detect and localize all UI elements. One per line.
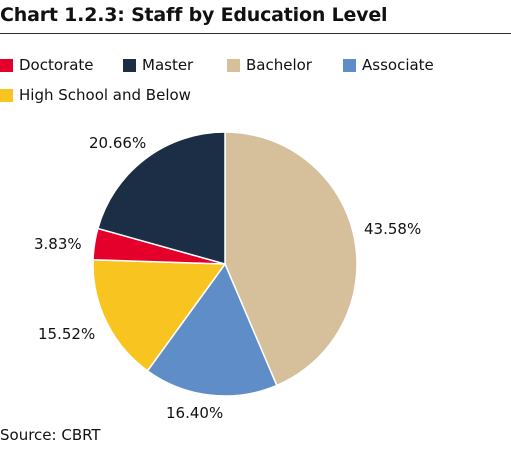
pie-slices [92,131,358,397]
slice-label-associate: 16.40% [166,404,223,422]
legend-label-high-school: High School and Below [19,86,191,104]
legend-label-associate: Associate [362,56,434,74]
legend-label-doctorate: Doctorate [19,56,94,74]
legend-swatch-high-school [0,88,13,102]
legend-swatch-bachelor [227,58,240,72]
legend-swatch-doctorate [0,58,13,72]
title-divider [0,33,511,34]
pie-slice-associate [146,262,278,397]
legend-item-bachelor: Bachelor [227,55,312,75]
legend-item-high-school: High School and Below [0,85,191,105]
pie-slice-master [96,131,226,265]
source-note: Source: CBRT [0,426,101,444]
chart-title: Chart 1.2.3: Staff by Education Level [0,4,388,26]
pie-slice-high-school-and-below [92,259,227,372]
legend-label-master: Master [142,56,194,74]
slice-label-high-school: 15.52% [38,325,95,343]
legend-swatch-associate [343,58,356,72]
slice-label-doctorate: 3.83% [34,235,82,253]
legend-item-associate: Associate [343,55,434,75]
slice-label-master: 20.66% [89,134,146,152]
legend-label-bachelor: Bachelor [246,56,312,74]
legend-item-doctorate: Doctorate [0,55,94,75]
pie-slice-bachelor [224,131,358,387]
legend-item-master: Master [123,55,193,75]
legend-swatch-master [123,58,136,72]
slice-label-bachelor: 43.58% [364,220,421,238]
